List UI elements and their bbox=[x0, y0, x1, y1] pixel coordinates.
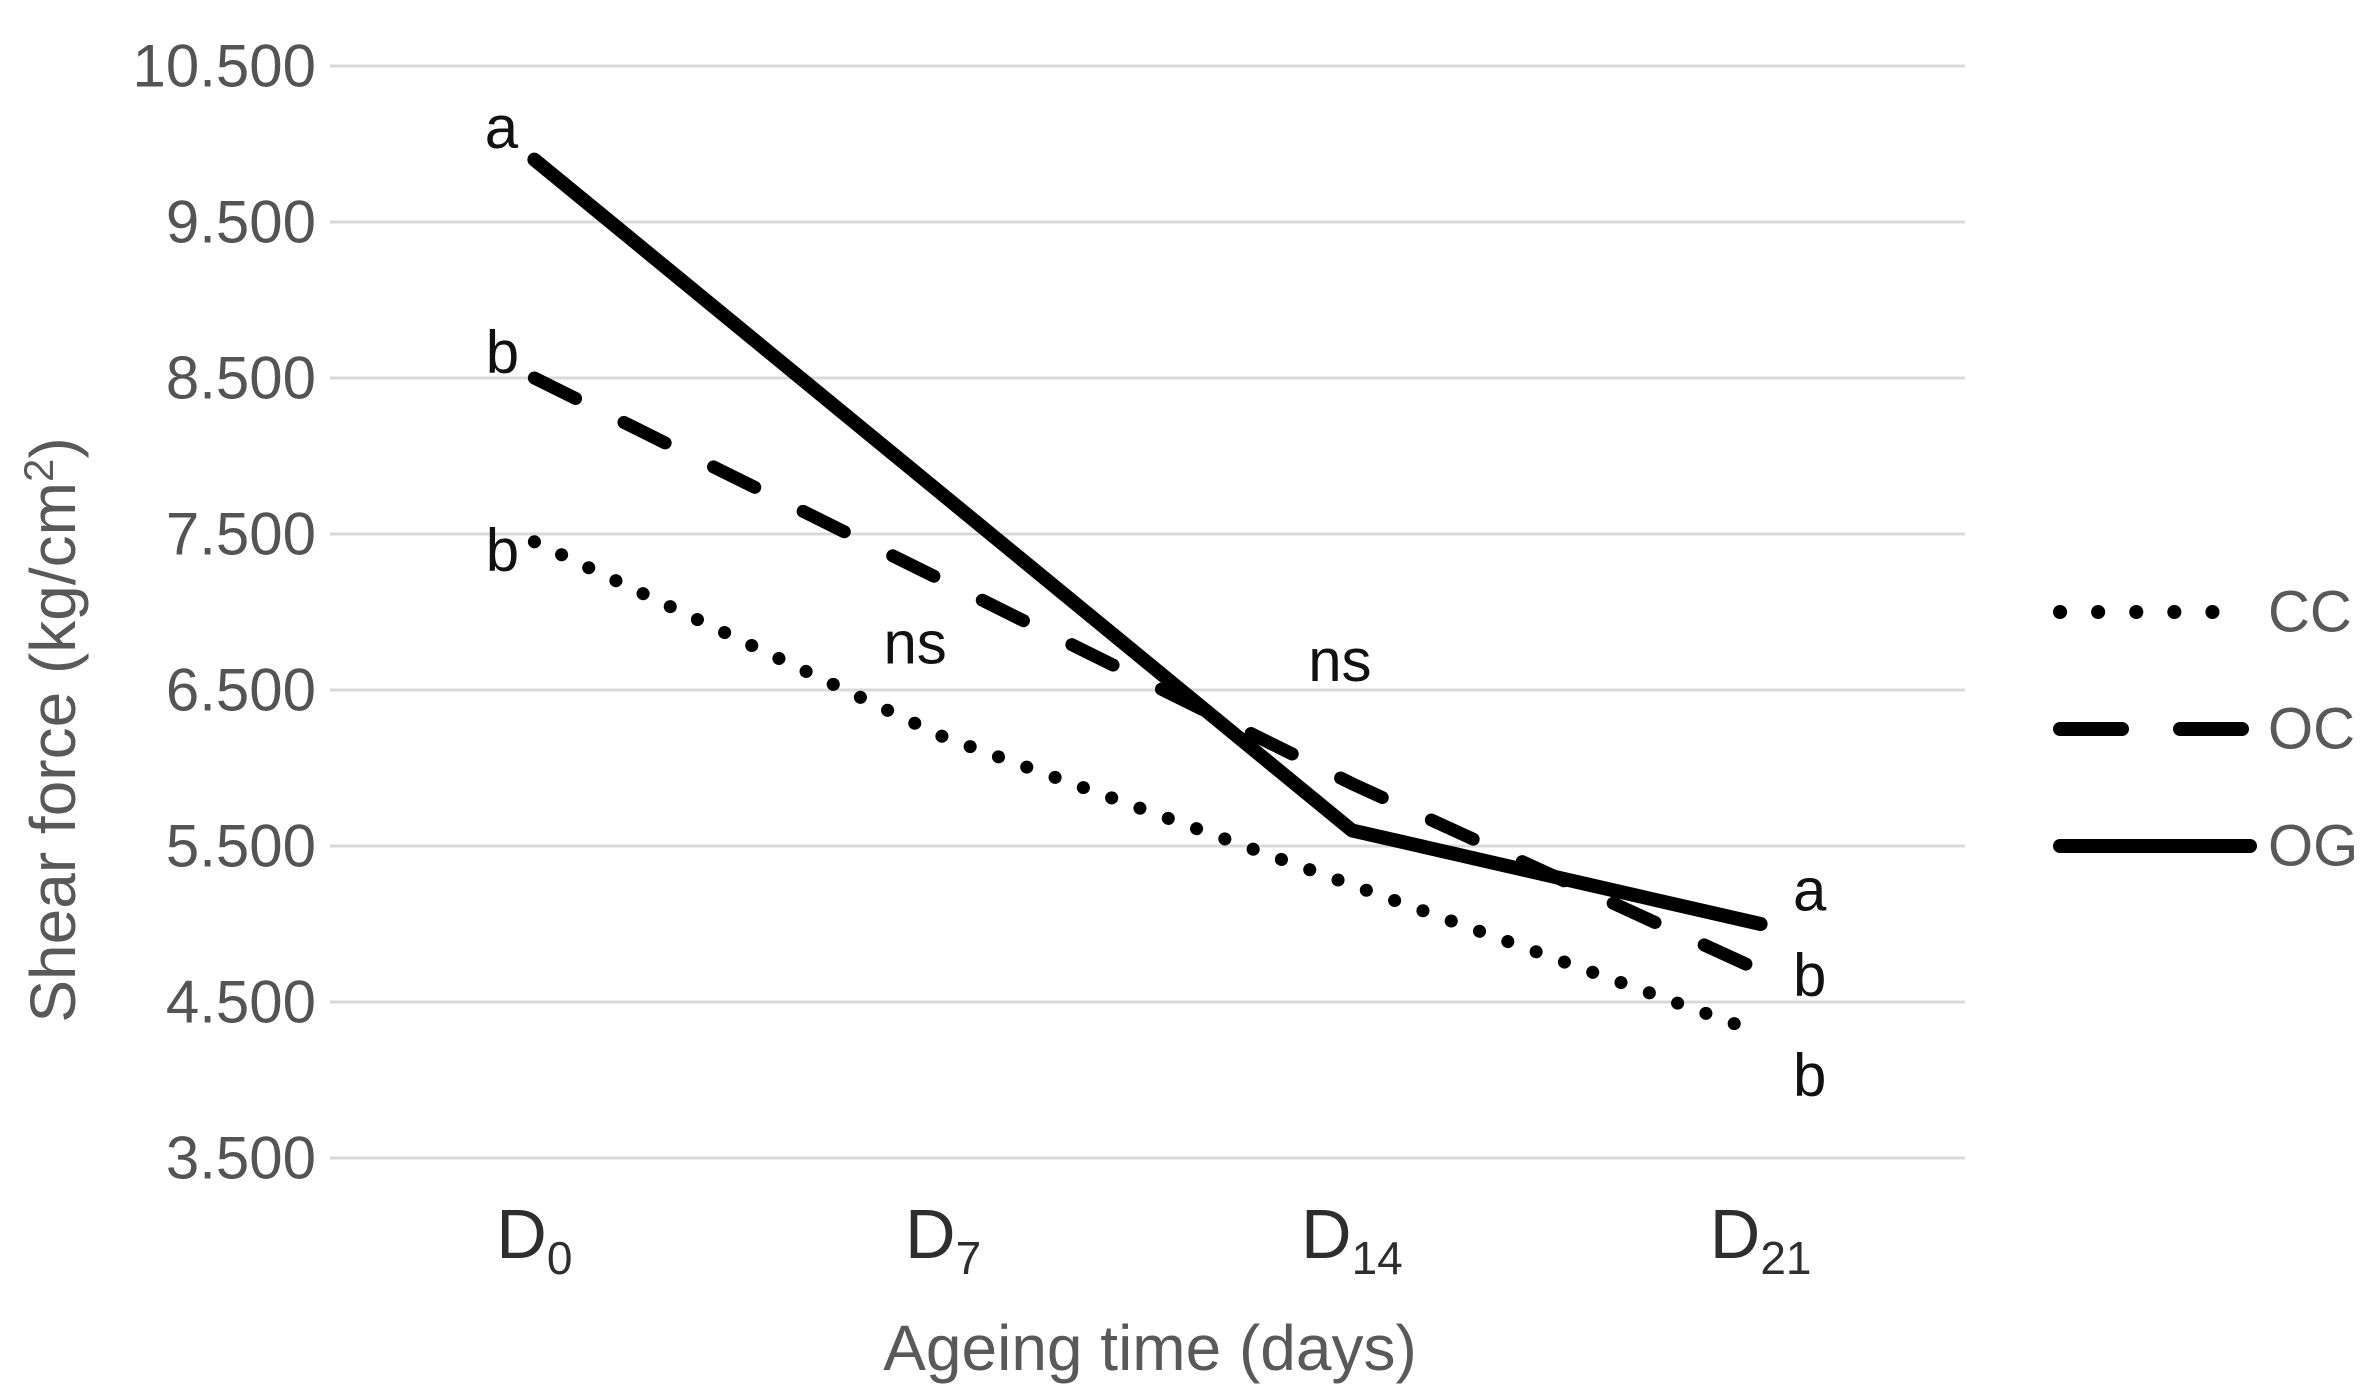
annotation-a-cat0: a bbox=[485, 94, 519, 161]
legend-label-og: OG bbox=[2268, 814, 2358, 879]
y-tick-label: 10.500 bbox=[132, 33, 316, 100]
x-category-label: D14 bbox=[1301, 1195, 1403, 1284]
annotation-b-cat3: b bbox=[1793, 941, 1826, 1008]
annotation-a-cat3: a bbox=[1793, 857, 1827, 924]
x-category-label: D0 bbox=[496, 1195, 572, 1284]
annotation-b-cat3: b bbox=[1793, 1042, 1826, 1109]
series-line-og bbox=[527, 152, 1768, 931]
x-category-label: D7 bbox=[905, 1195, 981, 1284]
y-tick-label: 6.500 bbox=[166, 657, 316, 724]
annotation-ns-cat2: ns bbox=[1308, 627, 1371, 694]
y-tick-label: 8.500 bbox=[166, 345, 316, 412]
legend-label-oc: OC bbox=[2268, 697, 2355, 762]
legend-label-cc: CC bbox=[2268, 580, 2352, 645]
y-tick-label: 9.500 bbox=[166, 189, 316, 256]
y-tick-label: 5.500 bbox=[166, 813, 316, 880]
y-axis-title: Shear force (kg/cm2) bbox=[15, 437, 89, 1022]
annotation-ns-cat1: ns bbox=[883, 610, 946, 677]
x-axis-title: Ageing time (days) bbox=[883, 1312, 1417, 1384]
annotation-b-cat0: b bbox=[486, 516, 519, 583]
y-tick-label: 4.500 bbox=[166, 969, 316, 1036]
x-category-label: D21 bbox=[1710, 1195, 1812, 1284]
annotation-b-cat0: b bbox=[486, 319, 519, 386]
y-tick-label: 3.500 bbox=[166, 1125, 316, 1192]
y-tick-label: 7.500 bbox=[166, 501, 316, 568]
